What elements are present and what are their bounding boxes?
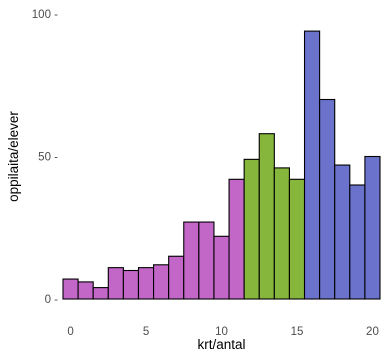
histogram-bar bbox=[243, 158, 260, 300]
histogram-bar bbox=[303, 30, 321, 300]
histogram-bar bbox=[153, 264, 170, 300]
histogram-bar bbox=[273, 167, 290, 300]
y-tick-label: 50 - bbox=[38, 152, 58, 164]
histogram-bar bbox=[122, 269, 140, 300]
histogram-bar bbox=[62, 278, 79, 300]
x-tick-label: 0 bbox=[67, 326, 73, 338]
histogram-bar bbox=[183, 221, 200, 300]
y-tick-label: 100 - bbox=[32, 9, 58, 21]
x-tick-label: 5 bbox=[143, 326, 149, 338]
histogram-bar bbox=[137, 267, 155, 300]
bars-layer bbox=[62, 30, 381, 300]
x-tick-label: 20 bbox=[366, 326, 379, 338]
histogram-bar bbox=[319, 98, 336, 300]
histogram-bar bbox=[334, 164, 351, 300]
histogram-bar bbox=[198, 221, 215, 300]
histogram-bar bbox=[364, 155, 381, 300]
histogram-bar bbox=[213, 235, 230, 300]
histogram-bar bbox=[288, 178, 306, 300]
y-axis-ticks: 0 - 50 - 100 - bbox=[32, 9, 58, 306]
histogram-bar bbox=[349, 184, 366, 300]
histogram-bar bbox=[92, 287, 109, 300]
x-tick-label: 10 bbox=[215, 326, 228, 338]
x-axis-ticks: 0 5 10 15 20 bbox=[67, 326, 379, 338]
x-tick-label: 15 bbox=[291, 326, 304, 338]
y-axis-title: oppilaita/elever bbox=[6, 111, 21, 202]
histogram-bar bbox=[258, 133, 275, 300]
histogram-bar bbox=[77, 281, 94, 300]
x-axis-title: krt/antal bbox=[197, 337, 245, 352]
histogram-bar bbox=[168, 255, 185, 300]
histogram-bar bbox=[228, 178, 245, 300]
histogram-bar bbox=[107, 267, 124, 300]
y-tick-label: 0 - bbox=[45, 294, 59, 306]
